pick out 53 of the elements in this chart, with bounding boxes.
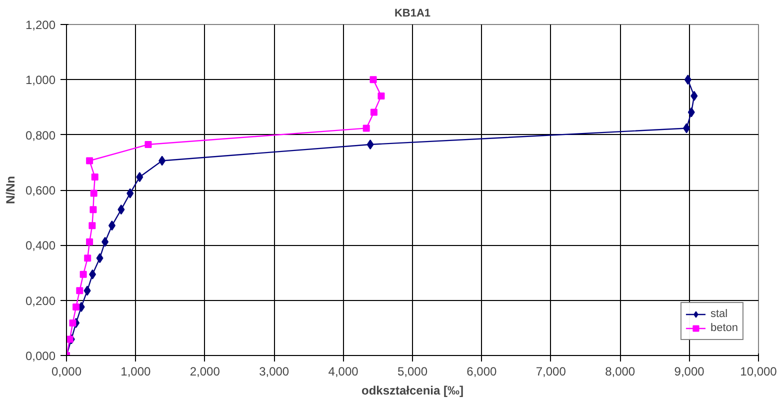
point [76,287,84,294]
x-tick-label: 0,000 [51,364,82,378]
x-tick-label: 9,000 [674,364,705,378]
x-tick-label: 1,000 [120,364,152,378]
point [683,123,690,134]
y-tick-label: 0,000 [25,349,56,363]
y-tick-label: 1,200 [25,18,56,32]
point [90,190,98,197]
point [86,238,94,246]
point [378,92,385,100]
point [102,236,109,247]
x-axis-title: odkształcenia [‰] [361,384,464,398]
point [88,222,96,230]
x-tick-label: 3,000 [259,364,290,378]
x-tick-label: 8,000 [605,364,636,378]
x-tick-label: 2,000 [190,364,220,378]
point [690,90,698,101]
point [118,204,125,215]
x-tick-label: 7,000 [536,364,566,378]
point [684,74,692,85]
point [96,253,104,264]
point [370,108,378,116]
point [72,303,80,310]
y-tick-label: 0,800 [25,128,56,142]
legend-label: stal [710,307,729,321]
y-tick-label: 0,400 [25,238,56,253]
point [136,172,144,182]
y-axis-title: N/Nn [3,176,18,204]
chart-title: KB1A1 [394,8,431,20]
point [126,188,134,198]
y-tick-label: 0,200 [25,294,56,308]
point [688,107,695,118]
point [86,157,94,164]
point [69,319,76,326]
point [90,206,97,214]
x-tick-label: 6,000 [466,364,498,378]
y-tick-label: 0,600 [25,184,56,198]
point [108,220,116,231]
x-tick-label: 5,000 [397,364,428,378]
legend-label: beton [710,321,738,335]
point [91,174,98,181]
x-tick-label: 10,000 [740,364,778,378]
point [89,269,96,280]
point [370,76,377,84]
point [158,156,166,166]
point [362,124,370,132]
point [144,140,152,148]
x-tick-label: 4,000 [328,364,359,378]
point [84,286,91,296]
point [366,139,374,150]
y-tick-label: 1,000 [25,73,56,88]
point [80,270,87,278]
point [84,254,92,262]
